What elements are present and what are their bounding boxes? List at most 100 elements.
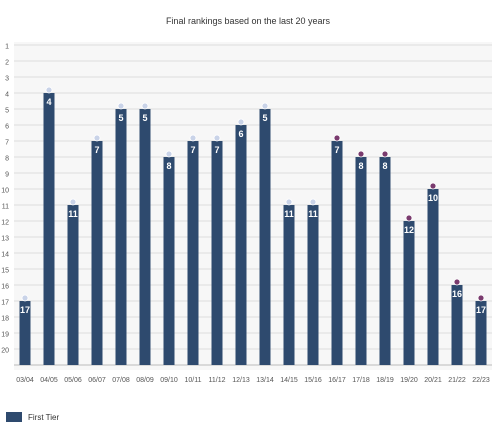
bar: [475, 301, 487, 365]
bar-marker: [45, 86, 53, 94]
y-tick-label: 15: [1, 268, 9, 275]
x-axis-ticks: 03/04 04/05 05/06 06/07 07/08 08/09 09/10 10/11…: [16, 377, 490, 384]
bar-marker: [405, 214, 413, 222]
x-tick-label: 22/23: [472, 377, 490, 384]
x-tick-label: 18/19: [376, 377, 394, 384]
bar-marker: [357, 150, 365, 158]
bar-marker: [285, 198, 293, 206]
y-tick-label: 1: [5, 44, 9, 51]
y-tick-label: 16: [1, 284, 9, 291]
bar: [43, 93, 55, 365]
x-tick-label: 04/05: [40, 377, 58, 384]
bar-data-label: 8: [166, 161, 171, 171]
x-tick-label: 19/20: [400, 377, 418, 384]
y-tick-label: 17: [1, 300, 9, 307]
bar: [187, 141, 199, 365]
y-tick-label: 13: [1, 236, 9, 243]
x-tick-label: 06/07: [88, 377, 106, 384]
y-tick-label: 9: [5, 172, 9, 179]
legend-label: First Tier: [28, 412, 60, 422]
bar-data-label: 5: [142, 113, 147, 123]
x-tick-label: 08/09: [136, 377, 154, 384]
x-tick-label: 13/14: [256, 377, 274, 384]
x-tick-label: 14/15: [280, 377, 298, 384]
y-tick-label: 11: [2, 204, 9, 211]
bar: [139, 109, 151, 365]
bar: [163, 157, 175, 365]
x-tick-label: 15/16: [304, 377, 322, 384]
bar-marker: [333, 134, 341, 142]
bar-marker: [21, 294, 29, 302]
bar-data-label: 11: [68, 209, 78, 219]
x-tick-label: 21/22: [448, 377, 466, 384]
plot-area: [14, 42, 492, 370]
y-tick-label: 8: [5, 156, 9, 163]
bar-data-label: 7: [94, 145, 99, 155]
bar-marker: [165, 150, 173, 158]
bar-marker: [381, 150, 389, 158]
bar-data-label: 7: [190, 145, 195, 155]
y-tick-label: 20: [1, 348, 9, 355]
bar-data-label: 11: [284, 209, 294, 219]
bar: [331, 141, 343, 365]
bar: [403, 221, 415, 365]
bar: [355, 157, 367, 365]
bar-marker: [69, 198, 77, 206]
bar-marker: [117, 102, 125, 110]
chart-title: Final rankings based on the last 20 year…: [166, 16, 331, 26]
bar-marker: [189, 134, 197, 142]
gridlines: [14, 44, 492, 366]
bar: [259, 109, 271, 365]
bar-marker: [309, 198, 317, 206]
bar-marker: [477, 294, 485, 302]
bar: [235, 125, 247, 365]
bar: [115, 109, 127, 365]
bar-marker: [453, 278, 461, 286]
bar: [451, 285, 463, 365]
bar-data-label: 10: [428, 193, 438, 203]
y-tick-label: 3: [5, 76, 9, 83]
x-tick-label: 11/12: [209, 377, 226, 384]
x-tick-label: 17/18: [352, 377, 370, 384]
bar-data-label: 16: [452, 289, 462, 299]
bar-data-label: 5: [118, 113, 123, 123]
x-tick-label: 05/06: [64, 377, 82, 384]
bar-data-label: 12: [404, 225, 414, 235]
bar-data-label: 11: [308, 209, 318, 219]
x-tick-label: 12/13: [232, 377, 250, 384]
bar-data-label: 7: [214, 145, 219, 155]
bar-marker: [261, 102, 269, 110]
bar-marker: [213, 134, 221, 142]
bar-data-label: 8: [358, 161, 363, 171]
bar: [283, 205, 295, 365]
x-tick-label: 10/11: [185, 377, 202, 384]
x-tick-label: 09/10: [160, 377, 178, 384]
y-tick-label: 4: [5, 92, 9, 99]
bar-data-label: 5: [262, 113, 267, 123]
x-tick-label: 07/08: [112, 377, 130, 384]
bar-marker: [93, 134, 101, 142]
bar-data-label: 17: [20, 305, 30, 315]
x-tick-label: 03/04: [16, 377, 34, 384]
y-tick-label: 10: [1, 188, 9, 195]
bar: [67, 205, 79, 365]
bar-marker: [237, 118, 245, 126]
y-tick-label: 18: [1, 316, 9, 323]
bar: [307, 205, 319, 365]
bar: [211, 141, 223, 365]
bar: [19, 301, 31, 365]
y-tick-label: 7: [5, 140, 9, 147]
x-tick-label: 16/17: [328, 377, 346, 384]
legend: First Tier: [6, 412, 59, 422]
y-tick-label: 5: [5, 108, 9, 115]
bar: [379, 157, 391, 365]
bar: [427, 189, 439, 365]
bar-data-label: 17: [476, 305, 486, 315]
bar-marker: [141, 102, 149, 110]
bar: [91, 141, 103, 365]
bar-data-label: 4: [46, 97, 51, 107]
y-tick-label: 14: [1, 252, 9, 259]
y-tick-label: 6: [5, 124, 9, 131]
bar-data-label: 8: [382, 161, 387, 171]
